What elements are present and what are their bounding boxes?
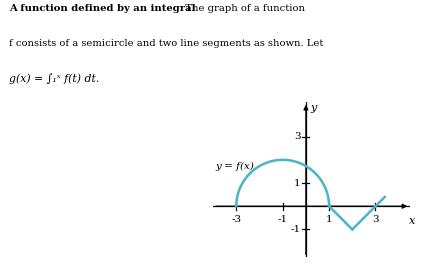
Text: g(x) = ∫₁ˣ f(t) dt.: g(x) = ∫₁ˣ f(t) dt. — [9, 74, 99, 84]
Text: y = f(x): y = f(x) — [215, 162, 254, 171]
Text: -3: -3 — [231, 215, 241, 224]
Text: The graph of a function: The graph of a function — [179, 4, 304, 13]
Text: f consists of a semicircle and two line segments as shown. Let: f consists of a semicircle and two line … — [9, 39, 322, 48]
Text: 3: 3 — [371, 215, 378, 224]
Text: 1: 1 — [325, 215, 332, 224]
Text: y: y — [309, 103, 316, 113]
Text: -1: -1 — [277, 215, 287, 224]
Text: A function defined by an integral: A function defined by an integral — [9, 4, 195, 13]
Text: -1: -1 — [290, 225, 300, 234]
Text: x: x — [408, 216, 414, 226]
Text: 1: 1 — [293, 178, 300, 188]
Text: 3: 3 — [293, 132, 300, 141]
